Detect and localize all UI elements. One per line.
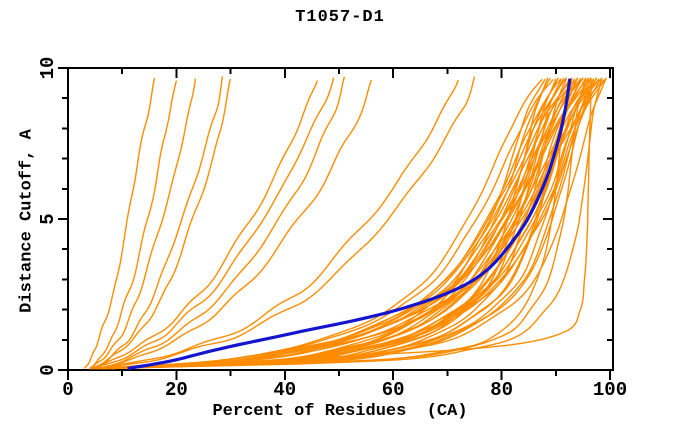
model-curve (83, 77, 156, 369)
x-tick-label: 80 (490, 379, 513, 401)
model-curve (95, 77, 549, 370)
model-curve (89, 78, 600, 370)
model-curve (111, 78, 592, 370)
model-curve (95, 77, 603, 370)
model-curve (89, 77, 592, 370)
model-curve (94, 79, 373, 370)
model-curve (89, 78, 197, 370)
model-curve (89, 78, 232, 370)
x-tick-label: 20 (164, 379, 188, 401)
model-curve (100, 76, 476, 370)
y-tick-label: 0 (37, 364, 59, 376)
y-tick-label: 5 (37, 213, 59, 225)
model-curve (89, 80, 318, 370)
model-curve (94, 76, 224, 370)
model-curve (100, 78, 584, 370)
model-curve (94, 79, 459, 370)
plot-title: T1057-D1 (295, 8, 385, 27)
model-curve (89, 78, 543, 370)
x-tick-label: 0 (62, 379, 74, 401)
model-curve (89, 77, 573, 370)
model-curve (94, 77, 335, 370)
model-curve (100, 78, 546, 370)
model-curve (89, 79, 554, 370)
x-axis-label: Percent of Residues (CA) (212, 402, 468, 421)
x-tick-label: 100 (592, 379, 628, 401)
x-tick-label: 40 (273, 379, 297, 401)
y-axis-label: Distance Cutoff, A (17, 129, 37, 313)
model-curve (89, 78, 579, 370)
model-curve (89, 80, 178, 369)
model-curve (100, 76, 346, 370)
model-curve (95, 78, 606, 370)
y-tick-label: 10 (37, 56, 59, 80)
x-tick-label: 60 (381, 379, 405, 401)
model-curve (105, 78, 606, 370)
model-curve (111, 77, 584, 370)
highlighted-model-curve (127, 78, 572, 371)
